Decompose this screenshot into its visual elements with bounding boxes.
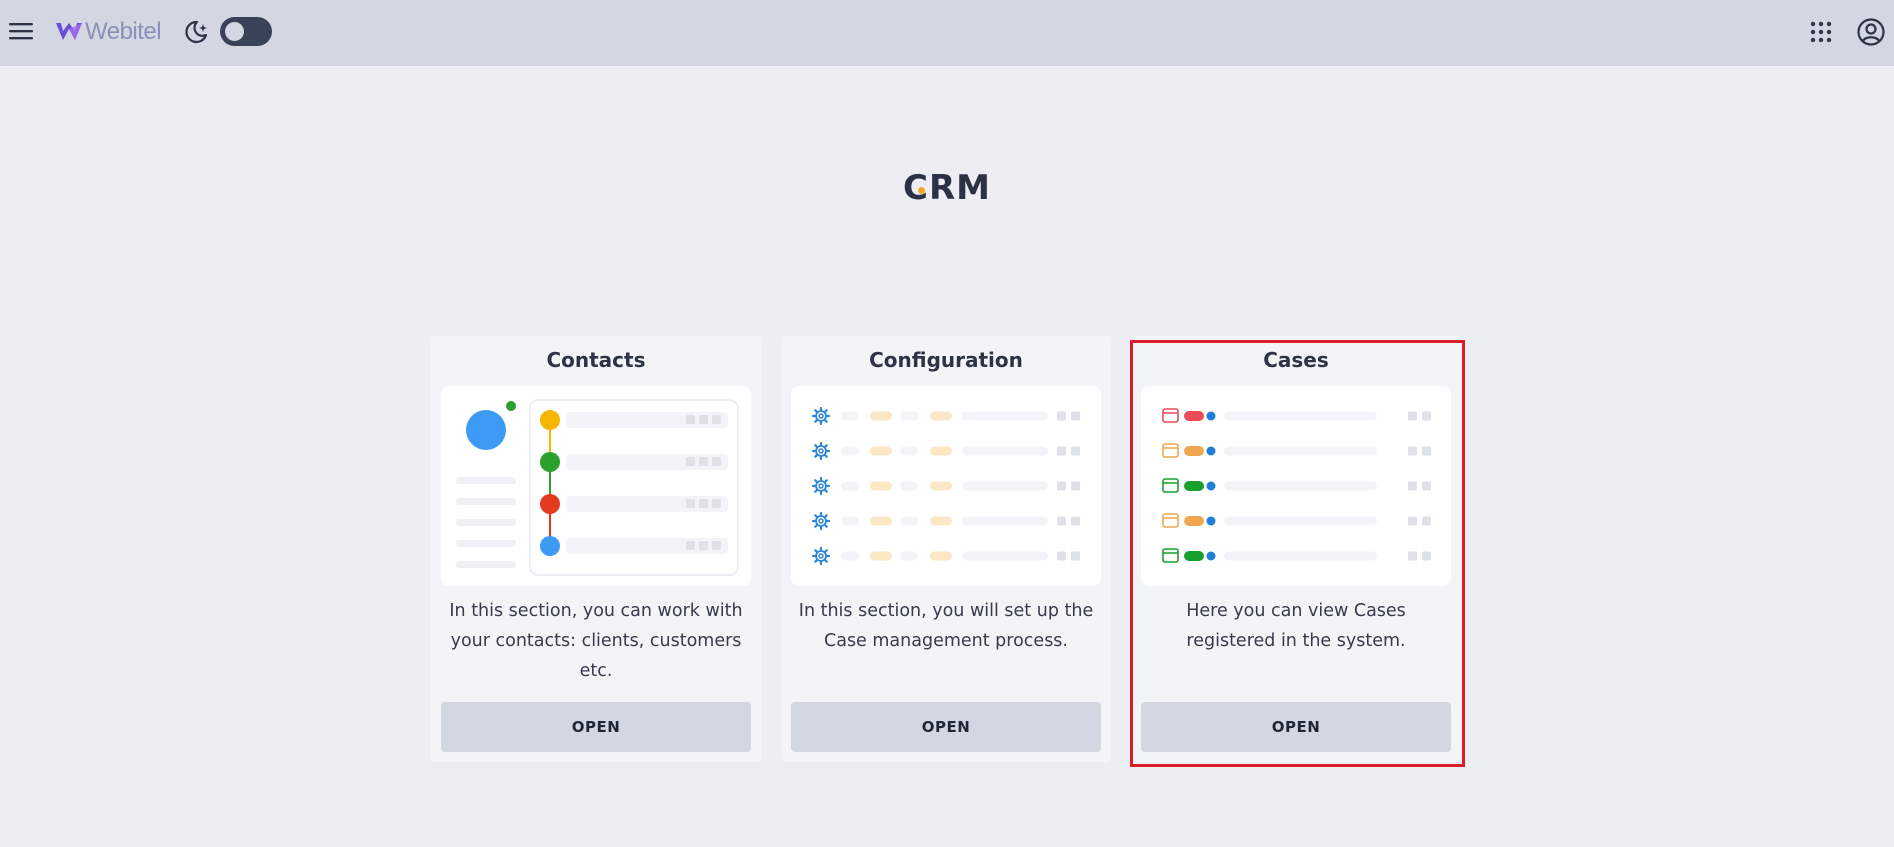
user-account-icon[interactable] — [1856, 17, 1886, 47]
contacts-preview-illustration — [441, 386, 751, 586]
card-description: Here you can view Cases registered in th… — [1186, 601, 1406, 651]
moon-stars-icon[interactable] — [182, 18, 210, 46]
page-title-text: CRM — [903, 168, 991, 208]
open-contacts-button[interactable]: OPEN — [441, 702, 751, 752]
top-bar: Webitel — [0, 0, 1894, 66]
contacts-illustration — [456, 399, 739, 576]
card-cases: Cases — [1131, 336, 1461, 762]
page-title-wrap: CRM — [0, 168, 1894, 208]
card-configuration: Configuration — [781, 336, 1111, 762]
title-accent-dot — [918, 187, 926, 194]
configuration-preview-illustration — [791, 386, 1101, 586]
card-title: Contacts — [546, 348, 646, 372]
card-title: Cases — [1263, 348, 1329, 372]
brand-name: Webitel — [85, 18, 162, 45]
webitel-logo-icon — [56, 23, 82, 40]
card-contacts: Contacts — [431, 336, 761, 762]
cases-illustration — [1162, 408, 1431, 563]
page-title: CRM — [903, 168, 991, 208]
card-description: In this section, you can work with your … — [449, 601, 743, 681]
card-title: Configuration — [869, 348, 1023, 372]
brand-logo[interactable]: Webitel — [55, 17, 162, 47]
apps-grid-icon[interactable] — [1809, 20, 1833, 44]
configuration-illustration — [811, 406, 1080, 566]
theme-toggle[interactable] — [220, 17, 272, 46]
toggle-knob — [225, 22, 244, 41]
card-description: In this section, you will set up the Cas… — [798, 601, 1094, 651]
open-cases-button[interactable]: OPEN — [1141, 702, 1451, 752]
hamburger-menu-icon[interactable] — [8, 18, 34, 44]
open-configuration-button[interactable]: OPEN — [791, 702, 1101, 752]
cases-preview-illustration — [1141, 386, 1451, 586]
